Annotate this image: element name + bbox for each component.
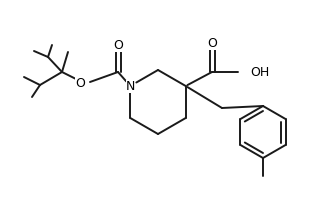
Text: OH: OH (250, 66, 269, 79)
Text: O: O (75, 77, 85, 90)
Text: O: O (207, 37, 217, 50)
Text: O: O (113, 38, 123, 51)
Text: N: N (126, 79, 135, 92)
